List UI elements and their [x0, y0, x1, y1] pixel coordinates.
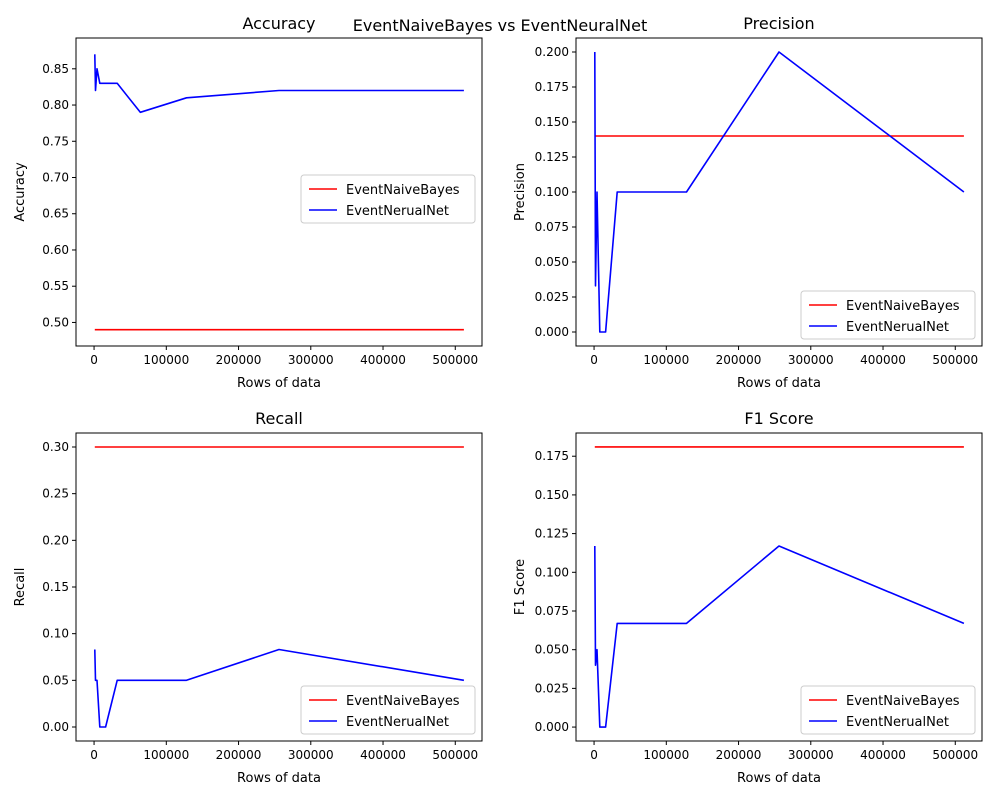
y-tick-label: 0.30	[42, 440, 69, 454]
x-tick-label: 100000	[643, 353, 689, 367]
y-tick-label: 0.25	[42, 487, 69, 501]
plot-frame	[575, 432, 983, 742]
figure-suptitle: EventNaiveBayes vs EventNeuralNet	[353, 16, 647, 35]
x-tick-label: 300000	[288, 353, 334, 367]
y-axis-label: Recall	[13, 568, 28, 607]
x-axis-label: Rows of data	[737, 771, 821, 786]
y-tick-label: 0.150	[535, 488, 569, 502]
x-tick-label: 500000	[932, 353, 978, 367]
subplot-recall: Recall 0 100000 200000 300000 400000 500000 0.0…	[13, 409, 483, 786]
y-tick-label: 0.70	[42, 171, 69, 185]
legend-label: EventNaiveBayes	[846, 694, 960, 709]
y-tick-label: 0.025	[535, 681, 569, 695]
x-tick-label: 0	[590, 748, 598, 762]
y-tick-label: 0.075	[535, 220, 569, 234]
x-tick-label: 0	[90, 353, 98, 367]
y-tick-label: 0.125	[535, 150, 569, 164]
x-tick-label: 400000	[360, 748, 406, 762]
y-tick-label: 0.000	[535, 720, 569, 734]
legend-label: EventNerualNet	[846, 715, 949, 730]
y-tick-label: 0.50	[42, 315, 69, 329]
x-tick-label: 300000	[288, 748, 334, 762]
y-tick-label: 0.20	[42, 533, 69, 547]
y-tick-label: 0.100	[535, 565, 569, 579]
y-tick-label: 0.075	[535, 604, 569, 618]
x-tick-label: 300000	[788, 748, 834, 762]
x-axis-label: Rows of data	[737, 376, 821, 391]
x-tick-label: 300000	[788, 353, 834, 367]
y-tick-label: 0.050	[535, 255, 569, 269]
x-axis-label: Rows of data	[237, 771, 321, 786]
y-tick-label: 0.60	[42, 243, 69, 257]
subplot-title: F1 Score	[744, 409, 813, 428]
subplot-precision: Precision 0 100000 200000 300000 400000 500000…	[513, 14, 983, 391]
y-tick-label: 0.125	[535, 527, 569, 541]
series-line-eventnerualnet	[594, 545, 965, 728]
x-tick-label: 100000	[143, 748, 189, 762]
y-tick-label: 0.00	[42, 720, 69, 734]
y-tick-label: 0.175	[535, 449, 569, 463]
y-tick-label: 0.05	[42, 673, 69, 687]
y-tick-label: 0.75	[42, 134, 69, 148]
legend-label: EventNerualNet	[846, 320, 949, 335]
x-tick-label: 0	[590, 353, 598, 367]
subplot-title: Recall	[255, 409, 303, 428]
x-tick-label: 0	[90, 748, 98, 762]
subplot-f1-score: F1 Score 0 100000 200000 300000 400000 500000 0…	[513, 409, 983, 786]
x-tick-label: 400000	[860, 748, 906, 762]
y-tick-label: 0.100	[535, 185, 569, 199]
x-axis-label: Rows of data	[237, 376, 321, 391]
x-tick-label: 500000	[932, 748, 978, 762]
y-tick-label: 0.175	[535, 80, 569, 94]
x-tick-label: 500000	[432, 748, 478, 762]
y-tick-label: 0.050	[535, 643, 569, 657]
y-tick-label: 0.55	[42, 279, 69, 293]
legend-label: EventNerualNet	[346, 204, 449, 219]
plot-frame	[575, 37, 983, 347]
legend-box	[300, 174, 476, 224]
y-tick-label: 0.80	[42, 98, 69, 112]
x-tick-label: 400000	[360, 353, 406, 367]
y-tick-label: 0.025	[535, 290, 569, 304]
plot-frame	[75, 432, 483, 742]
y-axis-label: F1 Score	[513, 559, 528, 615]
plot-frame	[75, 37, 483, 347]
x-tick-label: 500000	[432, 353, 478, 367]
y-tick-label: 0.10	[42, 627, 69, 641]
y-tick-label: 0.150	[535, 115, 569, 129]
subplot-title: Accuracy	[242, 14, 315, 33]
legend-label: EventNaiveBayes	[346, 183, 460, 198]
y-axis-label: Precision	[513, 163, 528, 221]
legend-label: EventNaiveBayes	[346, 694, 460, 709]
series-line-eventnerualnet	[94, 54, 464, 114]
series-line-eventnerualnet	[94, 648, 465, 728]
legend-box	[800, 685, 976, 735]
y-tick-label: 0.85	[42, 62, 69, 76]
x-tick-label: 200000	[216, 748, 262, 762]
y-tick-label: 0.000	[535, 325, 569, 339]
x-tick-label: 100000	[643, 748, 689, 762]
legend-box	[800, 290, 976, 340]
y-tick-label: 0.200	[535, 45, 569, 59]
x-tick-label: 100000	[143, 353, 189, 367]
x-tick-label: 400000	[860, 353, 906, 367]
legend-label: EventNaiveBayes	[846, 299, 960, 314]
subplot-title: Precision	[743, 14, 814, 33]
legend-box	[300, 685, 476, 735]
x-tick-label: 200000	[716, 748, 762, 762]
y-axis-label: Accuracy	[13, 162, 28, 222]
subplot-accuracy: Accuracy 0 100000 200000 300000 400000 500000 0…	[13, 14, 483, 391]
x-tick-label: 200000	[716, 353, 762, 367]
legend-label: EventNerualNet	[346, 715, 449, 730]
y-tick-label: 0.15	[42, 580, 69, 594]
series-line-eventnerualnet	[593, 51, 965, 333]
y-tick-label: 0.65	[42, 207, 69, 221]
x-tick-label: 200000	[216, 353, 262, 367]
